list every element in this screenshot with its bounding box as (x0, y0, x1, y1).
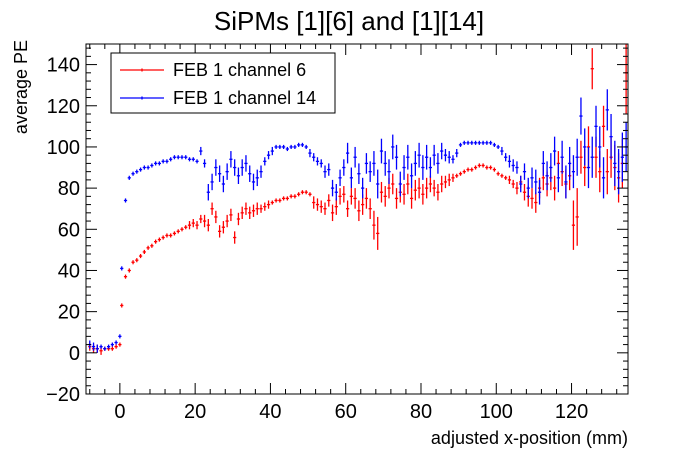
x-tick-label: 20 (184, 401, 206, 423)
x-tick-label: 0 (114, 401, 125, 423)
legend-label: FEB 1 channel 6 (173, 60, 306, 80)
y-tick-label: 40 (58, 260, 80, 282)
legend-box (110, 52, 336, 114)
x-tick-label: 40 (259, 401, 281, 423)
axes: 0 20 40 60 80 100 120 −20 0 20 40 60 80 100 120 140 (46, 43, 629, 423)
y-tick-label: 80 (58, 178, 80, 200)
x-tick-label: 120 (555, 401, 588, 423)
plot-frame (85, 43, 629, 395)
y-tick-label: 120 (47, 96, 80, 118)
legend: FEB 1 channel 6 FEB 1 channel 14 (110, 52, 336, 114)
x-axis-label: adjusted x-position (mm) (431, 428, 628, 448)
y-tick-label: 60 (58, 219, 80, 241)
y-tick-label: 140 (47, 55, 80, 77)
y-tick-label: 100 (47, 137, 80, 159)
legend-label: FEB 1 channel 14 (173, 88, 316, 108)
x-tick-label: 100 (480, 401, 513, 423)
y-axis-label: average PE (11, 40, 31, 134)
y-tick-label: −20 (46, 384, 80, 406)
x-tick-label: 80 (410, 401, 432, 423)
chart-title: SiPMs [1][6] and [1][14] (214, 6, 484, 36)
series-2 (88, 89, 628, 353)
plot-area (88, 44, 628, 355)
y-tick-label: 20 (58, 302, 80, 324)
y-tick-label: 0 (69, 343, 80, 365)
x-tick-label: 60 (335, 401, 357, 423)
